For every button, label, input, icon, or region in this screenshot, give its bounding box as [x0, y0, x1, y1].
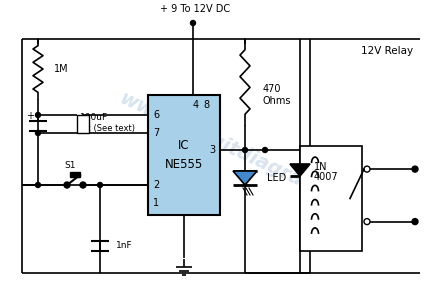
Text: 1M: 1M: [54, 64, 68, 74]
Text: Cx (See text): Cx (See text): [80, 125, 135, 134]
Circle shape: [364, 219, 370, 225]
Text: 12V Relay: 12V Relay: [361, 46, 413, 56]
Text: 4007: 4007: [314, 172, 339, 182]
Circle shape: [262, 147, 268, 153]
Text: 7: 7: [153, 128, 159, 138]
Text: 4: 4: [193, 100, 199, 110]
Text: 470: 470: [263, 85, 282, 95]
Circle shape: [36, 113, 41, 117]
Circle shape: [190, 20, 196, 26]
Circle shape: [36, 131, 41, 135]
Bar: [300, 146, 362, 251]
Text: 3: 3: [209, 145, 215, 155]
Circle shape: [64, 182, 70, 188]
Circle shape: [412, 166, 418, 172]
Text: +: +: [26, 111, 34, 121]
Text: NE555: NE555: [165, 158, 203, 171]
Polygon shape: [290, 164, 310, 176]
Text: www.circuitdiagram.org: www.circuitdiagram.org: [116, 88, 364, 218]
Text: LED: LED: [267, 173, 286, 183]
Text: Ohms: Ohms: [263, 97, 291, 107]
Circle shape: [412, 219, 418, 225]
Bar: [70, 172, 80, 177]
Text: 8: 8: [203, 100, 209, 110]
Text: 6: 6: [153, 110, 159, 120]
Text: S1: S1: [64, 162, 76, 170]
Text: 100uF: 100uF: [80, 113, 108, 123]
Text: IC: IC: [178, 139, 190, 152]
Circle shape: [36, 182, 41, 188]
Circle shape: [80, 182, 86, 188]
Text: 1: 1: [153, 198, 159, 208]
Bar: [77, 115, 89, 133]
Circle shape: [364, 166, 370, 172]
Bar: [148, 95, 220, 215]
Circle shape: [98, 182, 102, 188]
Text: 1nF: 1nF: [116, 241, 133, 250]
Text: + 9 To 12V DC: + 9 To 12V DC: [160, 4, 230, 14]
Circle shape: [243, 147, 247, 153]
Text: 1N: 1N: [314, 162, 327, 172]
Polygon shape: [233, 171, 257, 185]
Text: 2: 2: [153, 180, 159, 190]
